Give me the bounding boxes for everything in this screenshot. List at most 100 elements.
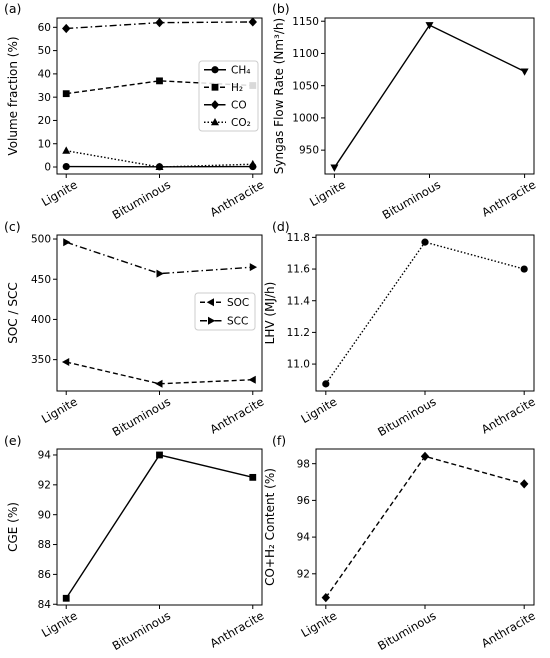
y-tick-label: 30: [38, 92, 51, 104]
data-point: [62, 90, 70, 98]
series-line: [66, 241, 253, 275]
y-tick-label: 1000: [292, 113, 319, 125]
legend-marker: [208, 316, 216, 325]
series-1: [330, 22, 529, 172]
legend-label: CO₂: [231, 117, 251, 129]
legend-label: SOC: [227, 297, 249, 309]
data-point: [156, 451, 163, 459]
y-tick-label: 96: [297, 495, 311, 507]
data-point: [156, 269, 164, 278]
data-point: [155, 162, 164, 171]
legend-marker: [211, 83, 219, 91]
panel-label: (d): [272, 219, 290, 234]
panel-label: (a): [4, 1, 21, 16]
y-tick-label: 50: [38, 45, 51, 57]
data-point: [249, 473, 257, 481]
data-point: [520, 265, 528, 273]
series-line: [333, 24, 525, 168]
series-line: [66, 361, 253, 385]
series-3: [62, 17, 257, 34]
panel-6: (f) 92 94 96 98 CO+H₂ Content (%) Lignite Bitum…: [263, 433, 538, 653]
data-point: [155, 379, 163, 388]
series-line: [325, 241, 525, 385]
series-line: [325, 455, 525, 599]
y-tick-label: 10: [38, 138, 51, 150]
data-point: [520, 68, 529, 76]
y-tick-label: 60: [38, 22, 51, 34]
legend-frame: [198, 60, 259, 132]
legend: CH₄ H₂ CO CO₂: [198, 60, 259, 132]
series-1: [322, 238, 528, 388]
legend-marker: [210, 100, 220, 110]
y-axis-label: CGE (%): [6, 502, 20, 552]
y-tick-label: 92: [297, 568, 310, 580]
y-axis-label: Volume fraction (%): [6, 36, 20, 155]
y-tick-label: 98: [297, 458, 310, 470]
y-tick-label: 1100: [292, 48, 319, 60]
data-point: [156, 77, 163, 85]
y-tick-label: 84: [38, 599, 52, 611]
data-point: [248, 17, 257, 27]
panel-label: (b): [272, 1, 290, 16]
data-point: [62, 23, 71, 34]
x-tick-label: Anthracite: [207, 394, 266, 436]
series-1: [62, 451, 257, 602]
legend-label: CO: [231, 99, 247, 111]
data-point: [425, 22, 434, 30]
y-tick-label: 94: [38, 450, 52, 462]
x-tick-label: Bituminous: [380, 177, 443, 222]
x-tick-label: Lignite: [39, 608, 80, 640]
x-tick-label: Anthracite: [479, 394, 538, 436]
panel-4: (d) 11.0 11.2 11.4 11.6 11.8 LHV (MJ/h) Lignite…: [263, 219, 538, 439]
y-tick-label: 11.2: [287, 327, 310, 339]
y-tick-label: 20: [38, 115, 51, 127]
y-tick-label: 40: [38, 68, 51, 80]
x-tick-label: Lignite: [299, 608, 340, 640]
x-tick-label: Bituminous: [375, 394, 438, 439]
y-tick-label: 92: [38, 479, 51, 491]
y-tick-label: 88: [38, 539, 51, 551]
data-point: [519, 479, 529, 489]
y-tick-label: 500: [31, 234, 51, 246]
data-point: [421, 238, 429, 246]
legend-marker: [211, 66, 219, 74]
legend-marker: [206, 298, 214, 307]
data-point: [155, 18, 164, 28]
y-axis-label: LHV (MJ/h): [263, 282, 277, 345]
x-tick-label: Bituminous: [375, 608, 438, 653]
legend-marker: [211, 117, 219, 126]
legend-label: H₂: [231, 82, 243, 94]
panel-2: (b) 950 1000 1050 1100 1150 Syngas Flow Rate (…: [272, 1, 538, 222]
y-tick-label: 450: [31, 274, 51, 286]
data-point: [63, 238, 71, 247]
y-tick-label: 1050: [292, 80, 319, 92]
data-point: [61, 358, 70, 367]
series-1: [61, 358, 256, 388]
legend-label: SCC: [227, 315, 248, 327]
data-point: [248, 159, 257, 168]
y-tick-label: 94: [297, 532, 311, 544]
data-point: [62, 594, 70, 602]
legend: SOC SCC: [194, 292, 256, 331]
panel-5: (e) 84 86 88 90 92 94 CGE (%) Lignite Bituminous A…: [4, 433, 266, 653]
y-tick-label: 350: [31, 354, 51, 366]
panel-3: (c) 350 400 450 500 SOC / SCC Lignite Bituminou…: [4, 219, 266, 439]
x-tick-label: Bituminous: [110, 177, 173, 222]
data-point: [420, 451, 430, 461]
panel-label: (e): [4, 433, 21, 448]
x-tick-label: Bituminous: [110, 394, 173, 439]
panel-label: (c): [4, 219, 21, 234]
data-point: [330, 164, 339, 172]
series-4: [62, 146, 257, 171]
plot-frame: [315, 234, 535, 392]
x-tick-label: Lignite: [299, 394, 340, 426]
y-axis-label: SOC / SCC: [6, 282, 20, 344]
x-tick-label: Anthracite: [479, 608, 538, 650]
data-point: [62, 162, 70, 171]
data-point: [321, 593, 331, 603]
x-tick-label: Lignite: [39, 394, 80, 426]
series-2: [63, 238, 258, 278]
x-tick-label: Anthracite: [207, 177, 266, 219]
y-tick-label: 950: [299, 145, 319, 157]
